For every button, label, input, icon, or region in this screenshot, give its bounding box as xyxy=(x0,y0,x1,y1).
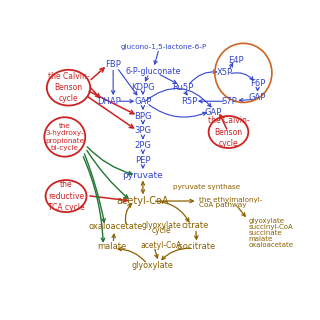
Text: succinyl-CoA: succinyl-CoA xyxy=(248,224,293,230)
Text: acetyl-CoA: acetyl-CoA xyxy=(141,241,182,250)
Text: citrate: citrate xyxy=(181,221,209,230)
Text: glyoxylate: glyoxylate xyxy=(248,218,284,224)
Text: GAP: GAP xyxy=(205,108,222,117)
Text: Ru5P: Ru5P xyxy=(172,83,193,92)
Text: the ethylmalonyl-: the ethylmalonyl- xyxy=(199,197,262,203)
Text: F6P: F6P xyxy=(251,79,266,89)
Text: cycle: cycle xyxy=(152,226,171,235)
Text: PEP: PEP xyxy=(135,156,151,165)
Text: glyoxylate: glyoxylate xyxy=(132,260,174,269)
Text: oxaloacetate: oxaloacetate xyxy=(248,242,293,248)
Text: E4P: E4P xyxy=(228,56,244,65)
Text: succinate: succinate xyxy=(248,230,282,236)
Text: pyruvate synthase: pyruvate synthase xyxy=(173,184,240,190)
Text: glucono-1,5-lactone-6-P: glucono-1,5-lactone-6-P xyxy=(121,44,207,50)
Text: glyoxylate: glyoxylate xyxy=(142,221,181,230)
Text: the
3-hydroxy-
propionate
bi-cycle: the 3-hydroxy- propionate bi-cycle xyxy=(45,123,84,151)
Text: malate: malate xyxy=(97,242,126,251)
Text: X5P: X5P xyxy=(217,68,233,77)
Text: GAP: GAP xyxy=(248,93,266,102)
Text: malate: malate xyxy=(248,236,273,242)
Text: R5P: R5P xyxy=(181,97,197,106)
Text: 3PG: 3PG xyxy=(134,126,151,135)
Text: S7P: S7P xyxy=(222,97,237,106)
Text: CoA pathway: CoA pathway xyxy=(199,202,246,208)
Text: 6-P-gluconate: 6-P-gluconate xyxy=(125,67,180,76)
Text: oxaloacetate: oxaloacetate xyxy=(88,222,143,231)
Text: pyruvate: pyruvate xyxy=(123,171,163,180)
Text: DHAP: DHAP xyxy=(98,97,121,106)
Text: BPG: BPG xyxy=(134,111,152,121)
Text: 2PG: 2PG xyxy=(134,141,151,150)
Text: GAP: GAP xyxy=(134,97,152,106)
Text: KDPG: KDPG xyxy=(131,83,155,92)
Text: acetyl-CoA: acetyl-CoA xyxy=(117,196,169,206)
Text: FBP: FBP xyxy=(105,60,121,69)
Text: isocitrate: isocitrate xyxy=(177,242,216,251)
Text: the Calvin-
Benson
cycle: the Calvin- Benson cycle xyxy=(208,116,249,148)
Text: the
reductive
TCA cycle: the reductive TCA cycle xyxy=(48,180,84,212)
Text: the Calvin-
Benson
cycle: the Calvin- Benson cycle xyxy=(48,72,89,103)
